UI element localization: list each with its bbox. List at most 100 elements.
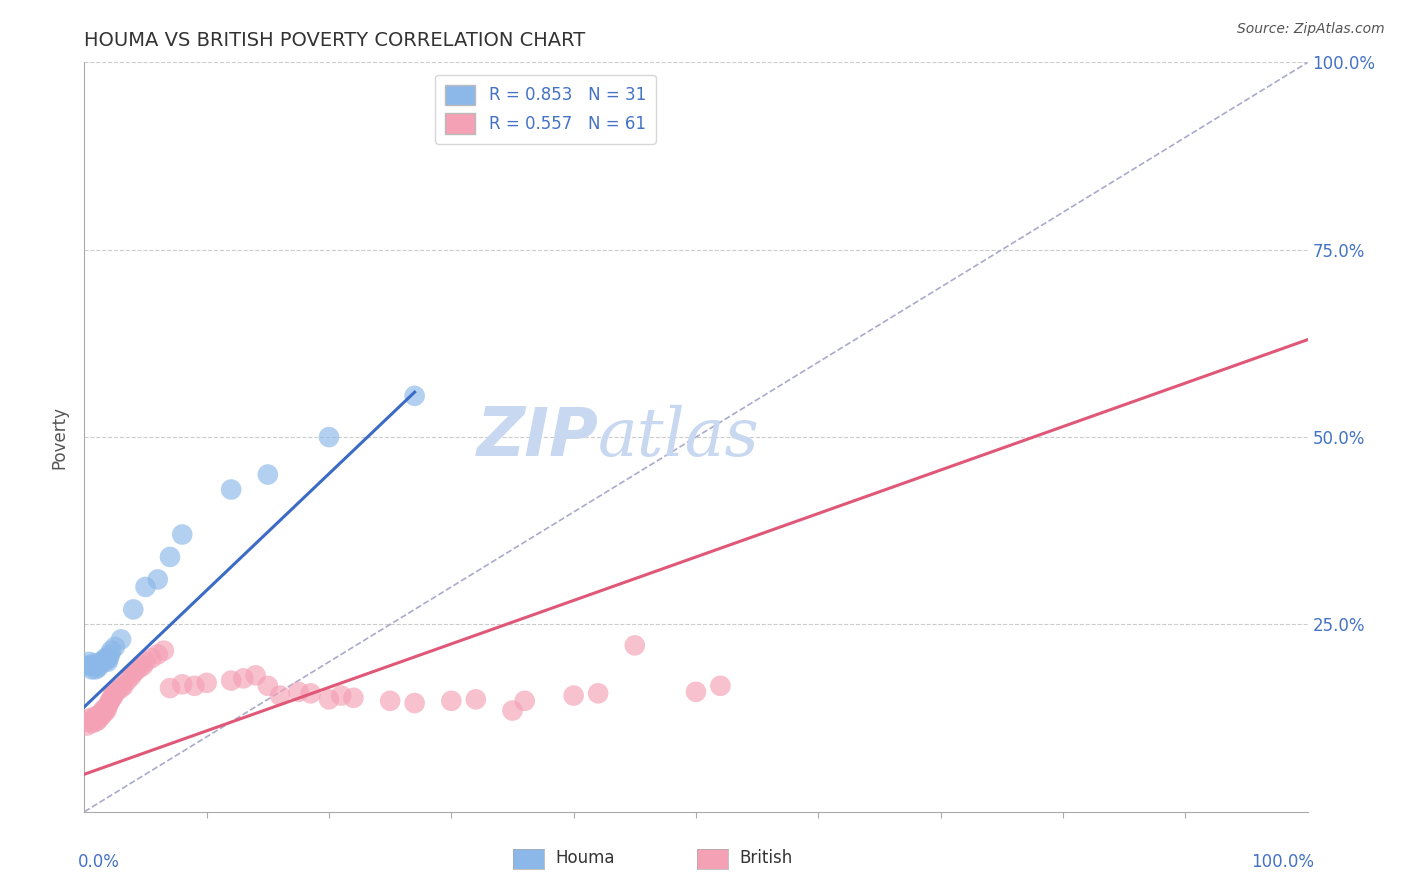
Point <box>86 658 108 673</box>
Point <box>404 389 426 403</box>
Point <box>79 658 101 673</box>
Point <box>83 714 105 728</box>
Point <box>84 714 107 729</box>
Point <box>141 651 163 665</box>
Point <box>318 692 340 706</box>
Point <box>89 657 111 671</box>
Text: 0.0%: 0.0% <box>79 853 120 871</box>
Point <box>105 683 128 698</box>
Point <box>100 692 122 706</box>
Point <box>172 527 194 541</box>
Point <box>120 670 142 684</box>
Point <box>96 704 118 718</box>
Point <box>91 704 114 718</box>
Point <box>153 643 176 657</box>
Point <box>502 704 524 718</box>
Point <box>172 677 194 691</box>
Point <box>80 716 103 731</box>
Point <box>685 685 707 699</box>
Point <box>135 655 157 669</box>
Text: 100.0%: 100.0% <box>1251 853 1313 871</box>
Point <box>440 694 463 708</box>
Point <box>77 658 100 673</box>
Point <box>132 658 155 673</box>
Point <box>104 640 127 654</box>
Point <box>562 689 585 703</box>
Point <box>96 653 118 667</box>
Point <box>87 658 110 673</box>
Point <box>98 648 121 662</box>
Point <box>245 668 267 682</box>
Point <box>122 666 145 681</box>
Point <box>219 483 242 497</box>
Point <box>330 689 353 703</box>
Point <box>146 573 169 587</box>
Point <box>299 686 322 700</box>
Point <box>87 711 110 725</box>
Point <box>128 661 150 675</box>
Point <box>257 679 280 693</box>
Point <box>318 430 340 444</box>
Text: British: British <box>740 849 793 867</box>
Point <box>98 694 121 708</box>
Point <box>86 708 108 723</box>
Point <box>183 679 205 693</box>
Point <box>80 662 103 676</box>
Point <box>115 673 138 688</box>
Point <box>257 467 280 482</box>
Point <box>97 699 120 714</box>
Point <box>122 602 145 616</box>
Point <box>287 685 309 699</box>
Legend: R = 0.853   N = 31, R = 0.557   N = 61: R = 0.853 N = 31, R = 0.557 N = 61 <box>436 75 655 144</box>
Point <box>159 681 181 695</box>
Point <box>91 655 114 669</box>
Point <box>464 692 486 706</box>
Point <box>586 686 609 700</box>
Point <box>624 639 647 653</box>
Point <box>77 714 100 729</box>
Point <box>219 673 242 688</box>
Point <box>97 655 120 669</box>
Point <box>159 549 181 564</box>
Point <box>93 653 115 667</box>
Point <box>110 681 132 695</box>
Point <box>269 689 291 703</box>
Point <box>97 696 120 710</box>
Point <box>90 708 112 723</box>
Point <box>101 689 124 703</box>
Point <box>100 643 122 657</box>
Point <box>76 718 98 732</box>
Point <box>87 714 110 728</box>
Point <box>82 711 104 725</box>
Point <box>79 711 101 725</box>
Y-axis label: Poverty: Poverty <box>51 406 69 468</box>
Point <box>135 580 157 594</box>
Point <box>342 690 364 705</box>
Point <box>87 661 110 675</box>
Point <box>77 655 100 669</box>
Point <box>125 664 148 678</box>
Text: HOUMA VS BRITISH POVERTY CORRELATION CHART: HOUMA VS BRITISH POVERTY CORRELATION CHA… <box>84 30 586 50</box>
Point <box>104 685 127 699</box>
Text: atlas: atlas <box>598 404 759 470</box>
Point <box>709 679 731 693</box>
Point <box>110 632 132 647</box>
Point <box>380 694 402 708</box>
Point <box>195 676 218 690</box>
Point <box>94 701 117 715</box>
Point <box>513 694 536 708</box>
Text: ZIP: ZIP <box>477 404 598 470</box>
Point <box>89 707 111 722</box>
Text: Houma: Houma <box>555 849 614 867</box>
Point <box>232 671 254 685</box>
Point <box>146 648 169 662</box>
Point <box>404 696 426 710</box>
Point <box>94 651 117 665</box>
Point <box>103 689 125 703</box>
Point <box>112 679 135 693</box>
Text: Source: ZipAtlas.com: Source: ZipAtlas.com <box>1237 22 1385 37</box>
Point <box>83 657 105 671</box>
Point <box>90 655 112 669</box>
Point <box>97 651 120 665</box>
Point <box>84 662 107 676</box>
